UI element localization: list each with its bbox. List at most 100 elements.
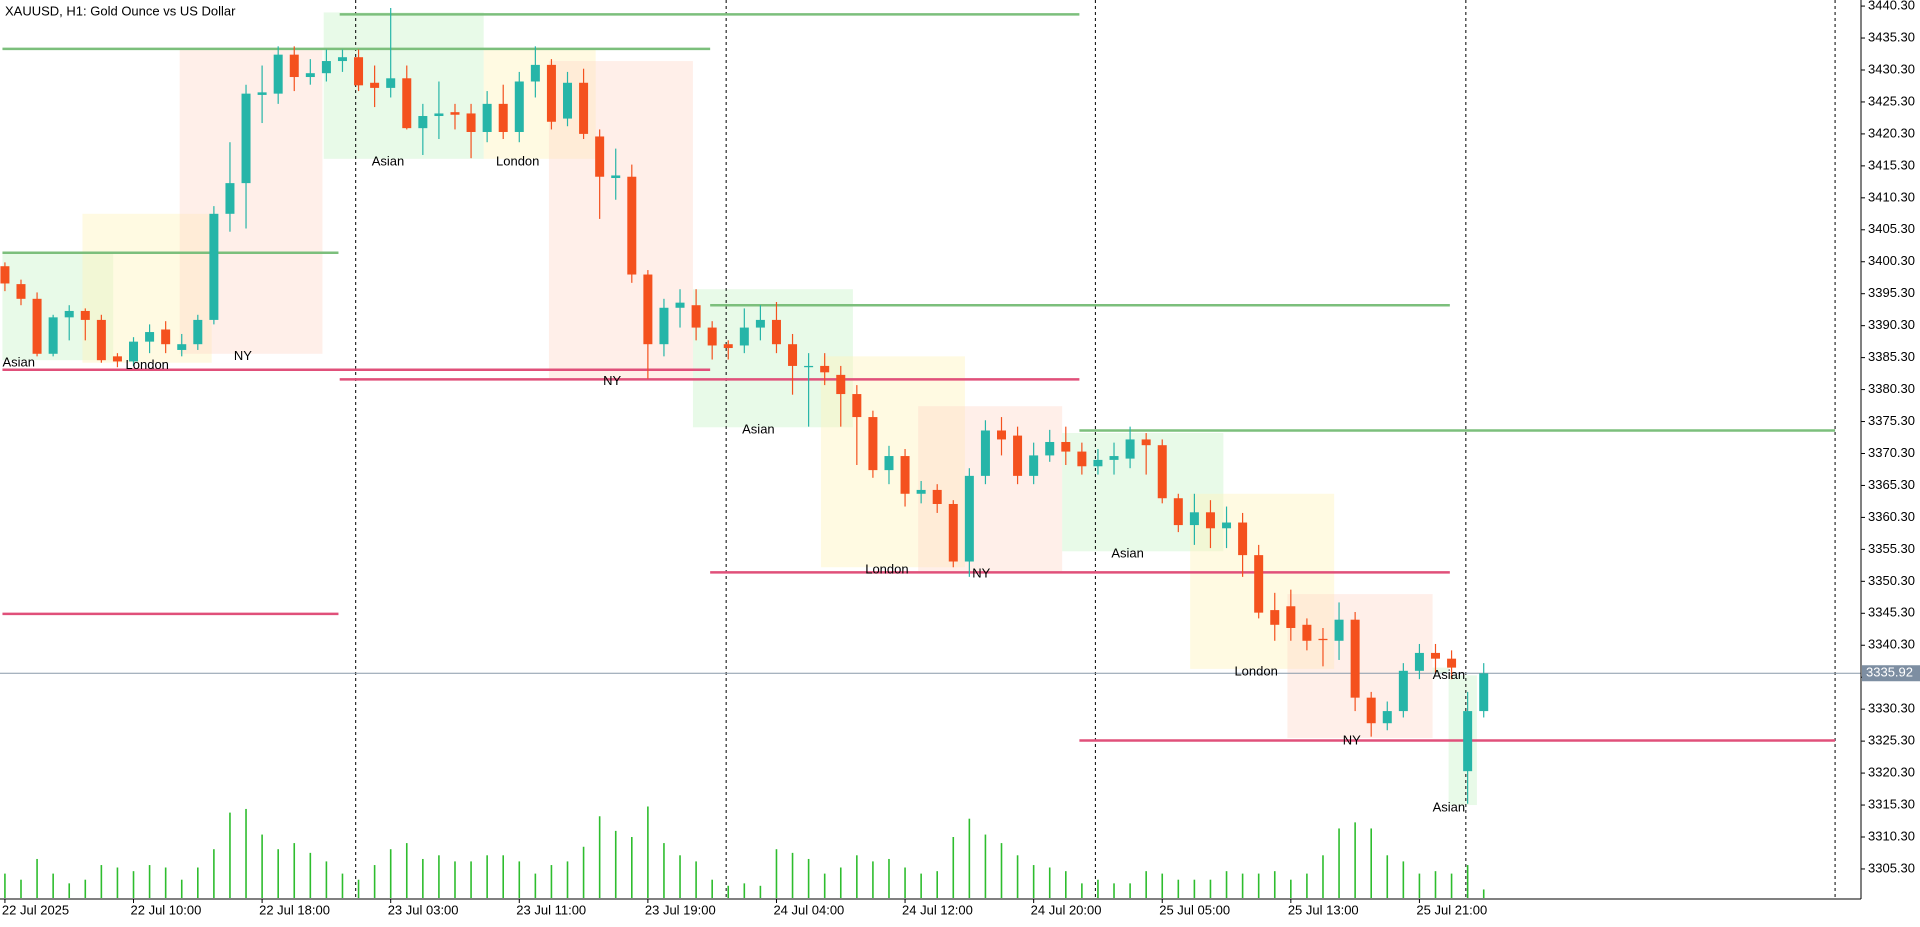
candle-body [579, 82, 589, 134]
candle-body [723, 344, 733, 349]
session-box [2, 252, 114, 361]
x-tick-label: 23 Jul 19:00 [645, 902, 716, 917]
session-label: London [865, 562, 908, 577]
y-tick-label: 3425.30 [1868, 93, 1915, 108]
session-box [179, 48, 323, 354]
y-tick-label: 3435.30 [1868, 29, 1915, 44]
candle-body [193, 319, 203, 345]
candle-body [386, 78, 396, 88]
candle-body [1254, 555, 1264, 613]
session-box [548, 61, 693, 379]
y-tick-label: 3320.30 [1868, 765, 1915, 780]
candle-body [691, 305, 701, 328]
y-tick-label: 3410.30 [1868, 189, 1915, 204]
candle-body [16, 284, 26, 299]
x-tick-label: 22 Jul 2025 [2, 902, 69, 917]
x-tick-label: 22 Jul 18:00 [259, 902, 330, 917]
session-label: Asian [1111, 546, 1144, 561]
y-tick-label: 3350.30 [1868, 573, 1915, 588]
y-tick-label: 3355.30 [1868, 541, 1915, 556]
candle-body [1077, 451, 1087, 467]
sessions [2, 12, 1477, 806]
session-label: NY [234, 348, 252, 363]
candle-body [1205, 512, 1215, 529]
levels [0, 13, 1861, 742]
candle-body [466, 113, 476, 132]
candle-body [659, 307, 669, 345]
x-tick-label: 25 Jul 13:00 [1288, 902, 1359, 917]
y-tick-label: 3310.30 [1868, 828, 1915, 843]
candle-body [96, 319, 106, 361]
candle-body [161, 329, 171, 345]
session-label: Asian [742, 422, 775, 437]
candle-body [1414, 652, 1424, 671]
candle-body [48, 317, 58, 354]
candle-body [1093, 459, 1103, 467]
candle-body [305, 73, 315, 78]
candle-body [241, 93, 251, 184]
candle-body [1302, 624, 1312, 641]
y-tick-label: 3385.30 [1868, 349, 1915, 364]
y-tick-label: 3325.30 [1868, 733, 1915, 748]
session-label: Asian [1433, 667, 1466, 682]
candle-body [1350, 619, 1360, 698]
candle-body [209, 213, 219, 320]
candle-body [546, 64, 556, 122]
candle-body [997, 430, 1007, 440]
y-tick-label: 3405.30 [1868, 221, 1915, 236]
candle-body [916, 489, 926, 494]
candle-body [402, 78, 412, 129]
candle-body [1398, 670, 1408, 712]
candle-body [257, 92, 267, 95]
candle-body [1430, 652, 1440, 659]
y-tick-label: 3375.30 [1868, 413, 1915, 428]
candle-body [1286, 606, 1296, 628]
session-label: NY [603, 373, 621, 388]
candle-body [627, 176, 637, 275]
session-box [1287, 594, 1433, 738]
candle-body [1125, 439, 1135, 459]
session-label: Asian [1433, 799, 1466, 814]
candle-body [1045, 441, 1055, 456]
candle-body [129, 341, 139, 362]
y-tick-label: 3390.30 [1868, 317, 1915, 332]
candle-body [177, 344, 187, 350]
y-tick-label: 3330.30 [1868, 701, 1915, 716]
candle-body [852, 394, 862, 418]
candle-body [868, 417, 878, 471]
candle-body [1141, 439, 1151, 446]
x-tick-label: 23 Jul 03:00 [388, 902, 459, 917]
session-box [1062, 433, 1224, 552]
candle-body [788, 344, 798, 366]
y-tick-label: 3400.30 [1868, 253, 1915, 268]
session-box [692, 289, 853, 428]
candle-body [1366, 697, 1376, 724]
candle-body [64, 310, 74, 318]
candle-body [884, 456, 894, 471]
candle-body [112, 356, 122, 362]
candle-body [755, 319, 765, 328]
y-tick-label: 3380.30 [1868, 381, 1915, 396]
x-tick-label: 24 Jul 12:00 [902, 902, 973, 917]
session-box [1432, 667, 1449, 673]
candle-body [530, 64, 540, 82]
y-tick-label: 3440.30 [1868, 0, 1915, 13]
candle-body [434, 113, 444, 117]
y-tick-label: 3345.30 [1868, 605, 1915, 620]
candle-body [514, 81, 524, 132]
y-tick-label: 3340.30 [1868, 637, 1915, 652]
candle-body [418, 116, 428, 129]
candle-body [563, 82, 573, 119]
y-tick-label: 3305.30 [1868, 860, 1915, 875]
candle-body [450, 112, 460, 115]
candle-body [0, 266, 10, 284]
x-tick-label: 24 Jul 04:00 [773, 902, 844, 917]
x-tick-label: 23 Jul 11:00 [516, 902, 586, 917]
candle-body [804, 365, 814, 368]
candle-body [1157, 445, 1167, 499]
candle-body [1173, 498, 1183, 526]
candle-body [321, 61, 331, 74]
candle-body [482, 103, 492, 132]
session-label: London [1234, 663, 1277, 678]
